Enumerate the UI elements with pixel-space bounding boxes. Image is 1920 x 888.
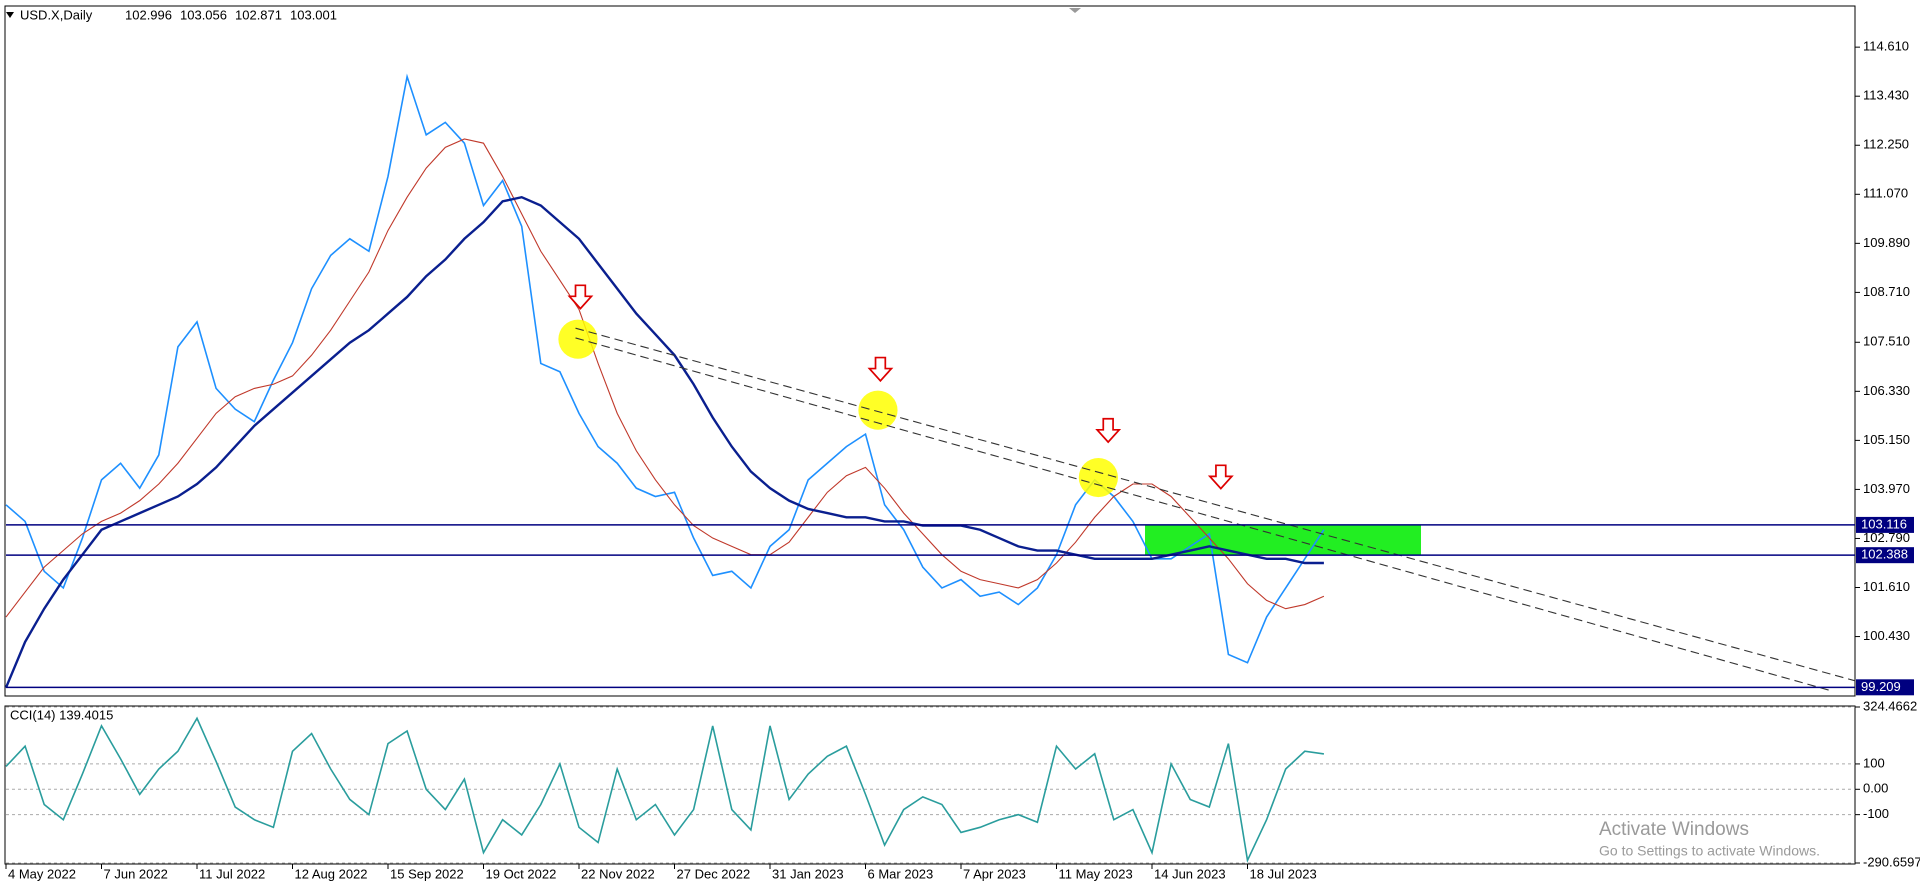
symbol: USD.X,Daily bbox=[20, 7, 93, 22]
cci-title: CCI(14) 139.4015 bbox=[10, 707, 113, 722]
low: 102.871 bbox=[235, 7, 282, 22]
level-label: 102.388 bbox=[1861, 547, 1908, 562]
y-tick-label: 106.330 bbox=[1863, 383, 1910, 398]
y-tick-label: 112.250 bbox=[1863, 137, 1909, 152]
x-tick-label: 4 May 2022 bbox=[8, 866, 76, 881]
cci-panel bbox=[4, 705, 1856, 865]
x-tick-label: 7 Apr 2023 bbox=[963, 866, 1026, 881]
highlight bbox=[1078, 457, 1118, 498]
x-tick-label: 31 Jan 2023 bbox=[772, 866, 844, 881]
arrow bbox=[1207, 464, 1234, 490]
y-tick-label: 107.510 bbox=[1863, 334, 1910, 349]
arrow bbox=[567, 284, 594, 310]
arrows bbox=[567, 284, 1234, 490]
level-label-box bbox=[1856, 547, 1914, 564]
main-panel bbox=[4, 5, 1856, 697]
highlight bbox=[858, 390, 898, 430]
y-tick-label: 111.070 bbox=[1863, 186, 1908, 201]
series-line bbox=[5, 73, 1325, 664]
y-tick-label: 105.150 bbox=[1863, 432, 1910, 447]
x-tick-label: 15 Sep 2022 bbox=[390, 866, 464, 881]
trend-line bbox=[575, 327, 1856, 682]
menu-marker bbox=[6, 12, 14, 18]
y-tick-label: 102.790 bbox=[1863, 530, 1910, 545]
y-tick-label: 101.610 bbox=[1863, 579, 1910, 594]
series-line bbox=[4, 195, 1324, 689]
y-tick-label: -290.6597 bbox=[1863, 854, 1920, 869]
level-label-box bbox=[1856, 679, 1914, 696]
y-tick-label: 103.970 bbox=[1863, 481, 1910, 496]
y-tick-label: 100.430 bbox=[1863, 628, 1910, 643]
level-label-box bbox=[1856, 516, 1914, 533]
level-label: 99.209 bbox=[1861, 679, 1901, 694]
x-tick-label: 14 Jun 2023 bbox=[1154, 866, 1226, 881]
level-label: 103.116 bbox=[1861, 516, 1907, 531]
annotations bbox=[558, 284, 1856, 692]
x-tick-label: 11 Jul 2022 bbox=[199, 866, 265, 881]
open: 102.996 bbox=[125, 7, 172, 22]
x-tick-label: 7 Jun 2022 bbox=[104, 866, 168, 881]
watermark-title: Activate Windows bbox=[1599, 819, 1749, 840]
close: 103.001 bbox=[290, 7, 337, 22]
y-tick-label: 109.890 bbox=[1863, 235, 1910, 250]
series-line bbox=[5, 138, 1325, 618]
y-tick-label: 108.710 bbox=[1863, 284, 1910, 299]
x-tick-label: 27 Dec 2022 bbox=[677, 866, 751, 881]
series-line bbox=[5, 716, 1325, 863]
x-tick-label: 6 Mar 2023 bbox=[868, 866, 934, 881]
y-tick-label: 113.430 bbox=[1863, 88, 1909, 103]
y-tick-label: 0.00 bbox=[1863, 781, 1888, 796]
y-tick-label: -100 bbox=[1863, 806, 1889, 821]
x-tick-label: 18 Jul 2023 bbox=[1250, 866, 1317, 881]
y-tick-label: 100 bbox=[1863, 755, 1885, 770]
y-tick-label: 324.4662 bbox=[1863, 698, 1917, 713]
x-tick-label: 11 May 2023 bbox=[1059, 866, 1133, 881]
trend-line bbox=[575, 337, 1831, 692]
arrow bbox=[867, 356, 894, 383]
x-tick-label: 19 Oct 2022 bbox=[486, 866, 557, 881]
x-tick-label: 12 Aug 2022 bbox=[295, 866, 368, 881]
scroll-marker bbox=[1069, 8, 1081, 13]
high: 103.056 bbox=[180, 7, 227, 22]
watermark-subtitle: Go to Settings to activate Windows. bbox=[1599, 843, 1820, 859]
arrow bbox=[1095, 417, 1122, 444]
x-tick-label: 22 Nov 2022 bbox=[581, 866, 655, 881]
y-tick-label: 114.610 bbox=[1863, 39, 1909, 54]
